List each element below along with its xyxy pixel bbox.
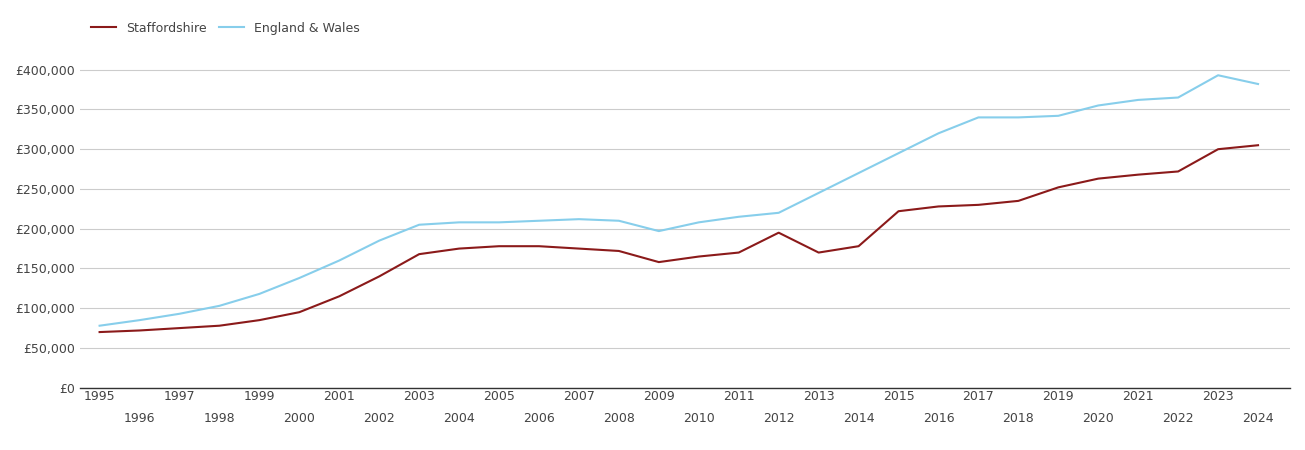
England & Wales — [1171, 95, 1186, 100]
Staffordshire — [851, 243, 867, 249]
Text: 2010: 2010 — [683, 413, 715, 425]
England & Wales — [930, 130, 946, 136]
Staffordshire — [731, 250, 746, 255]
Staffordshire — [771, 230, 787, 235]
Staffordshire — [372, 274, 388, 279]
England & Wales — [1250, 81, 1266, 87]
England & Wales — [891, 150, 907, 156]
England & Wales — [331, 258, 347, 263]
Text: 2004: 2004 — [444, 413, 475, 425]
England & Wales — [771, 210, 787, 216]
Text: 2006: 2006 — [523, 413, 555, 425]
England & Wales — [211, 303, 227, 309]
Staffordshire — [132, 328, 147, 333]
Text: 2020: 2020 — [1082, 413, 1114, 425]
England & Wales — [1010, 115, 1026, 120]
Text: 2024: 2024 — [1242, 413, 1274, 425]
Staffordshire — [491, 243, 506, 249]
Text: 2012: 2012 — [763, 413, 795, 425]
Text: 2008: 2008 — [603, 413, 634, 425]
England & Wales — [611, 218, 626, 224]
England & Wales — [491, 220, 506, 225]
England & Wales — [411, 222, 427, 227]
England & Wales — [572, 216, 587, 222]
England & Wales — [91, 323, 107, 328]
Staffordshire — [1210, 147, 1225, 152]
Text: 1998: 1998 — [204, 413, 235, 425]
Staffordshire — [690, 254, 706, 259]
England & Wales — [291, 275, 307, 281]
Text: 2016: 2016 — [923, 413, 954, 425]
Staffordshire — [1010, 198, 1026, 203]
England & Wales — [851, 171, 867, 176]
Staffordshire — [91, 329, 107, 335]
Text: 1996: 1996 — [124, 413, 155, 425]
England & Wales — [172, 311, 188, 316]
England & Wales — [651, 229, 667, 234]
England & Wales — [1091, 103, 1107, 108]
Staffordshire — [291, 310, 307, 315]
Staffordshire — [930, 204, 946, 209]
England & Wales — [731, 214, 746, 220]
Line: England & Wales: England & Wales — [99, 75, 1258, 326]
Staffordshire — [1130, 172, 1146, 177]
Staffordshire — [452, 246, 467, 251]
England & Wales — [132, 317, 147, 323]
England & Wales — [531, 218, 547, 224]
Staffordshire — [572, 246, 587, 251]
Text: 2018: 2018 — [1002, 413, 1035, 425]
Staffordshire — [891, 208, 907, 214]
Staffordshire — [971, 202, 987, 207]
Staffordshire — [1051, 184, 1066, 190]
England & Wales — [252, 291, 268, 297]
Text: 2000: 2000 — [283, 413, 316, 425]
Staffordshire — [252, 317, 268, 323]
England & Wales — [690, 220, 706, 225]
Staffordshire — [611, 248, 626, 254]
Staffordshire — [651, 259, 667, 265]
Text: 2002: 2002 — [363, 413, 395, 425]
England & Wales — [372, 238, 388, 243]
Staffordshire — [1250, 143, 1266, 148]
England & Wales — [1130, 97, 1146, 103]
England & Wales — [971, 115, 987, 120]
England & Wales — [1210, 72, 1225, 78]
Text: 2014: 2014 — [843, 413, 874, 425]
Staffordshire — [172, 325, 188, 331]
Text: 2022: 2022 — [1163, 413, 1194, 425]
England & Wales — [452, 220, 467, 225]
Staffordshire — [331, 293, 347, 299]
Staffordshire — [531, 243, 547, 249]
Legend: Staffordshire, England & Wales: Staffordshire, England & Wales — [86, 17, 364, 40]
Staffordshire — [211, 323, 227, 328]
England & Wales — [1051, 113, 1066, 118]
Line: Staffordshire: Staffordshire — [99, 145, 1258, 332]
Staffordshire — [1171, 169, 1186, 174]
England & Wales — [810, 190, 826, 196]
Staffordshire — [810, 250, 826, 255]
Staffordshire — [1091, 176, 1107, 181]
Staffordshire — [411, 252, 427, 257]
